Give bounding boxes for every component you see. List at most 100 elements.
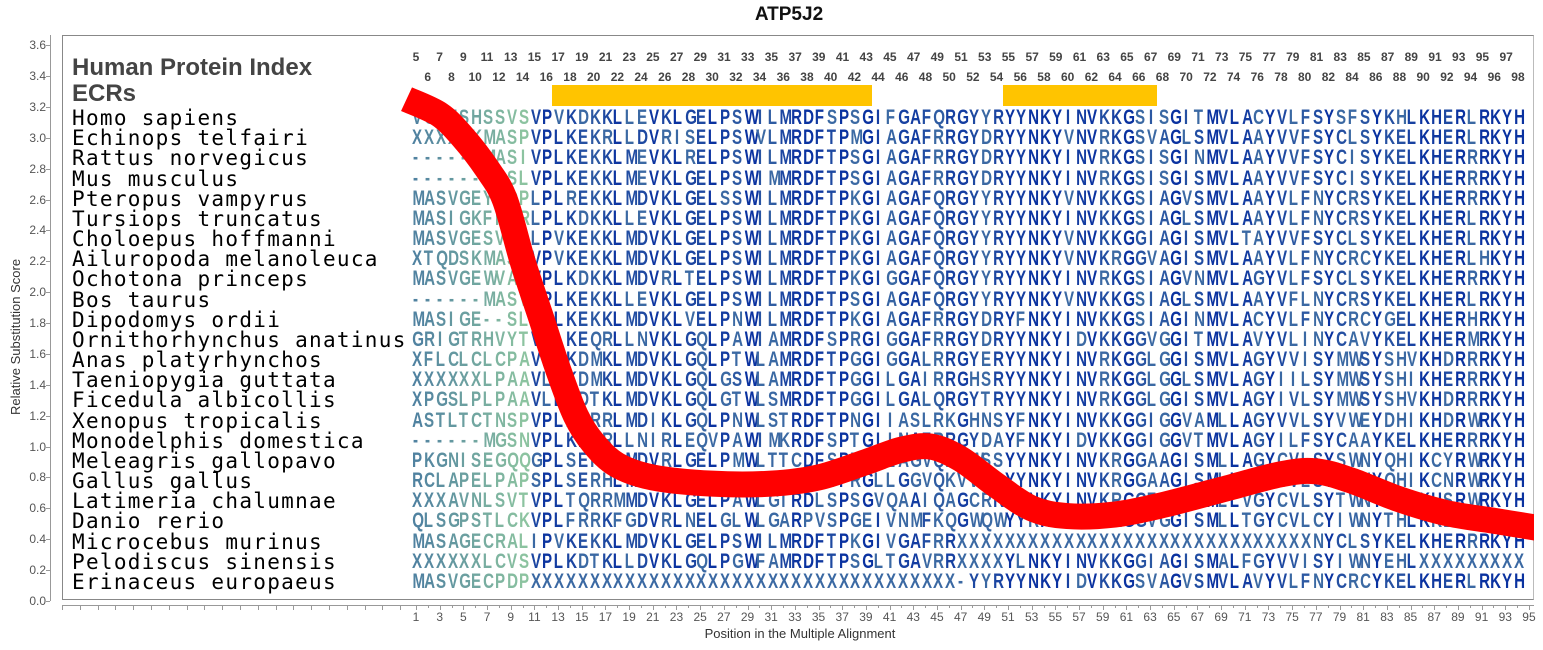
plot-area [62,35,1534,600]
x-tick-mark [664,606,666,608]
residue: K [1111,126,1123,150]
human-index-label: 37 [788,50,802,64]
residue: - [448,166,454,190]
x-tick-mark [960,606,962,610]
x-tick-label: 67 [1190,610,1205,624]
residue: L [613,146,623,170]
x-tick-mark [1528,606,1530,610]
y-tick-mark [46,539,50,541]
y-tick-label: 3.6 [29,38,46,53]
residue: D [447,247,459,271]
residue: E [471,227,482,251]
residue: Y [1371,126,1382,150]
residue: E [696,106,707,129]
residue: L [1466,206,1476,230]
y-tick-mark [46,508,50,510]
residue: W [744,206,759,230]
residue: W [483,267,499,291]
residue: T [826,227,836,251]
residue: S [1194,227,1205,251]
x-tick-label: 65 [1167,610,1181,624]
residue: R [791,247,803,271]
residue: F [1300,106,1310,129]
residue: G [684,106,697,129]
residue: G [1123,146,1136,170]
x-tick-label: 91 [1474,610,1489,624]
residue: F [814,206,824,230]
residue: R [791,186,803,210]
residue: K [1419,166,1431,190]
residue: V [530,146,541,170]
residue: I [1349,146,1355,170]
residue: T [826,146,836,170]
x-tick-mark [735,606,737,608]
residue: M [412,227,426,251]
residue: M [1206,166,1219,190]
residue: R [992,106,1004,129]
residue: L [530,186,540,210]
x-tick-mark [1150,606,1152,610]
residue: W [744,146,759,170]
residue: R [1099,146,1111,170]
x-tick-mark [522,606,524,608]
residue: L [1229,126,1239,150]
residue: S [731,146,742,170]
x-tick-mark [534,606,536,610]
x-tick-mark [1256,606,1258,608]
residue: K [1040,126,1052,150]
human-index-label: 8 [448,70,455,84]
residue: L [1407,166,1417,190]
residue: - [413,146,419,170]
human-index-label: 32 [729,70,743,84]
residue: G [1170,126,1183,150]
residue: F [1347,106,1358,129]
residue: N [1194,146,1206,170]
residue: V [648,247,660,271]
residue: M [1206,206,1219,230]
x-tick-mark [640,606,642,608]
residue: P [542,247,553,271]
human-index-label: 23 [622,50,636,64]
residue: K [1383,206,1395,230]
residue: Y [968,166,979,190]
residue: P [542,267,553,291]
human-index-label: 47 [906,50,921,64]
y-tick-mark [46,230,50,232]
y-tick-mark [46,292,50,294]
residue: E [1395,146,1406,170]
residue: P [542,106,553,129]
residue: K [1099,206,1111,230]
x-tick-mark [1304,606,1305,608]
x-tick-mark [996,606,998,608]
x-tick-mark [676,606,678,610]
residue: G [1123,106,1136,129]
residue: I [1183,247,1189,271]
residue: S [731,227,742,251]
residue: V [1063,247,1074,271]
residue: I [1065,206,1070,230]
residue: Y [980,106,991,129]
residue: P [720,106,731,129]
residue: L [1466,106,1476,129]
human-index-label: 86 [1369,70,1383,84]
residue: H [1514,106,1526,129]
residue: Y [1016,106,1027,129]
residue: G [898,166,910,190]
residue: R [1111,247,1123,271]
residue: V [447,267,458,291]
human-index-label: 33 [741,50,755,64]
residue: K [660,227,672,251]
residue: K [601,206,613,230]
y-tick-mark [46,261,50,263]
x-tick-label: 45 [930,610,944,624]
residue: T [826,247,836,271]
x-tick-mark [151,606,152,610]
residue: P [838,126,849,150]
residue: H [1514,126,1526,150]
residue: V [1217,227,1228,251]
x-tick-label: 37 [835,610,849,624]
species-name: Rattus norvegicus [72,146,310,171]
x-tick-mark [806,606,808,608]
residue: P [838,146,849,170]
x-tick-mark [475,606,477,608]
